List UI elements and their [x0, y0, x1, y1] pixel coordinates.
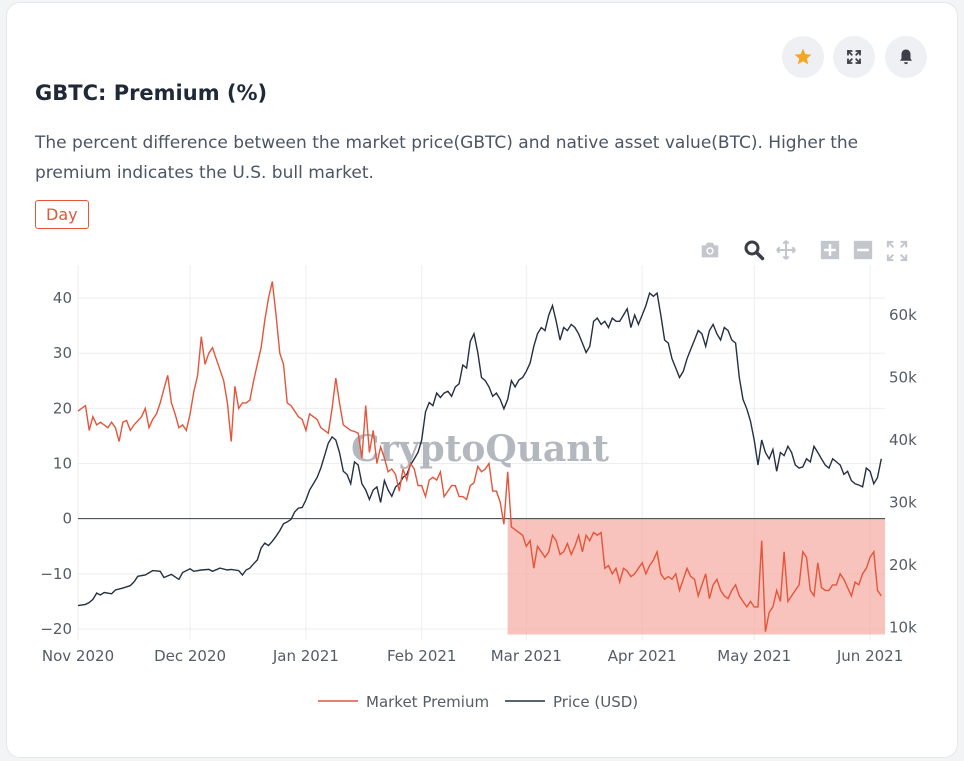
- period-selector[interactable]: Day: [35, 200, 89, 229]
- x-tick-label: Jun 2021: [836, 647, 903, 665]
- chart-description: The percent difference between the marke…: [35, 133, 859, 183]
- star-icon: [794, 48, 812, 65]
- y-left-tick-label: 0: [62, 510, 72, 528]
- y-left-tick-label: 10: [53, 455, 72, 473]
- expand-button[interactable]: [833, 36, 875, 78]
- negative-premium-region: [507, 518, 885, 635]
- y-right-tick-label: 20k: [889, 556, 917, 574]
- x-tick-label: Nov 2020: [42, 647, 114, 665]
- camera-icon[interactable]: [699, 239, 721, 261]
- chart-card: GBTC: Premium (%) The percent difference…: [6, 2, 958, 758]
- premium-series-line[interactable]: [77, 281, 882, 632]
- pan-icon[interactable]: [775, 239, 797, 261]
- y-left-tick-label: 20: [53, 399, 72, 417]
- y-left-tick-label: 40: [53, 289, 72, 307]
- zoom-icon[interactable]: [742, 238, 766, 262]
- y-left-tick-label: −10: [40, 565, 72, 583]
- x-tick-label: Feb 2021: [387, 647, 457, 665]
- alert-button[interactable]: [885, 36, 927, 78]
- legend-label[interactable]: Market Premium: [366, 693, 489, 711]
- watermark: CryptoQuant: [351, 428, 609, 470]
- legend-label[interactable]: Price (USD): [553, 693, 638, 711]
- x-tick-label: Mar 2021: [491, 647, 562, 665]
- y-right-tick-label: 40k: [889, 431, 917, 449]
- zoom-out-icon[interactable]: [853, 240, 873, 260]
- price-series-line[interactable]: [77, 291, 882, 607]
- y-left-tick-label: 30: [53, 344, 72, 362]
- x-tick-label: May 2021: [717, 647, 791, 665]
- zoom-in-icon[interactable]: [820, 240, 840, 260]
- x-tick-label: Dec 2020: [154, 647, 226, 665]
- y-right-tick-label: 50k: [889, 369, 917, 387]
- favorite-button[interactable]: [782, 36, 824, 78]
- y-left-tick-label: −20: [40, 620, 72, 638]
- page-title: GBTC: Premium (%): [35, 81, 268, 105]
- bell-icon: [900, 49, 912, 65]
- autoscale-icon[interactable]: [886, 240, 908, 262]
- y-right-tick-label: 10k: [889, 619, 917, 637]
- x-tick-label: Jan 2021: [272, 647, 339, 665]
- y-right-tick-label: 30k: [889, 494, 917, 512]
- y-right-tick-label: 60k: [889, 306, 917, 324]
- x-tick-label: Apr 2021: [608, 647, 677, 665]
- expand-icon: [847, 50, 861, 64]
